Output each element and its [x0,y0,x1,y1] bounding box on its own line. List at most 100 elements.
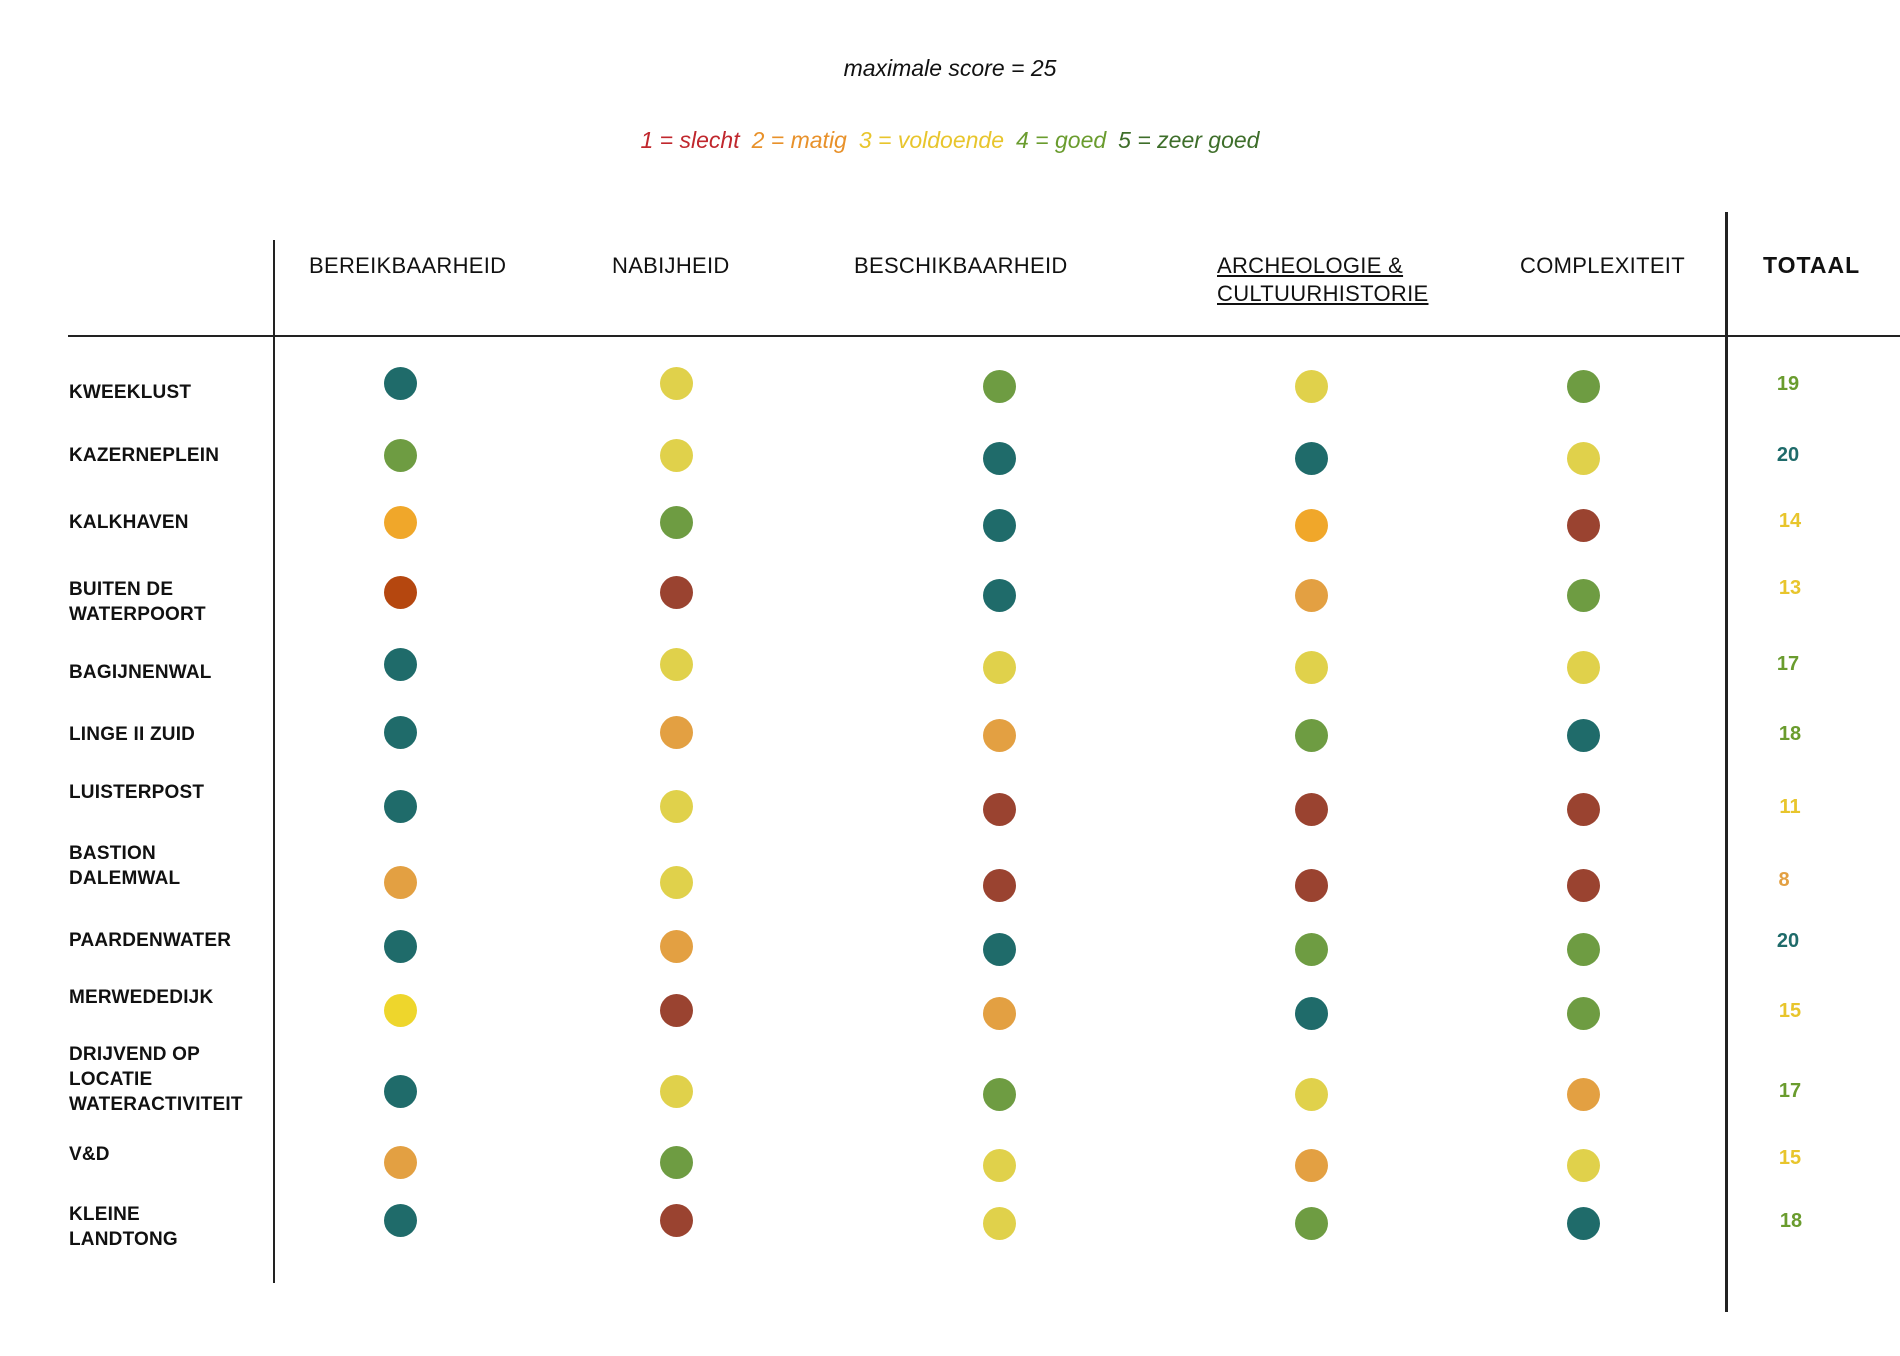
label-column-divider [273,240,275,1283]
row-total: 19 [1776,373,1800,395]
score-dot [660,1146,693,1179]
score-dot [384,506,417,539]
score-dot [1295,1207,1328,1240]
row-label: DRIJVEND OP LOCATIE WATERACTIVITEIT [69,1044,243,1115]
score-dot [384,439,417,472]
score-dot [1295,793,1328,826]
legend-item-1: 1 = slecht [640,127,740,153]
header-archeologie: ARCHEOLOGIE & CULTUURHISTORIE [1217,252,1428,308]
score-dot [384,367,417,400]
score-dot [983,509,1016,542]
score-dot [384,576,417,609]
header-archeologie-line1: ARCHEOLOGIE & [1217,253,1404,278]
row-total: 20 [1776,930,1800,952]
score-dot [1567,509,1600,542]
score-dot [983,442,1016,475]
score-dot [1567,442,1600,475]
score-dot [660,1075,693,1108]
score-dot [384,866,417,899]
row-label: LUISTERPOST [69,782,205,803]
row-total: 20 [1776,444,1800,466]
score-dot [660,866,693,899]
score-dot [1567,933,1600,966]
total-column-divider [1725,212,1728,1312]
score-dot [1567,1149,1600,1182]
row-total: 15 [1778,1147,1802,1169]
legend-item-4: 4 = goed [1016,127,1107,153]
score-dot [660,439,693,472]
row-total: 18 [1778,723,1802,745]
score-dot [983,793,1016,826]
header-nabijheid: NABIJHEID [612,253,730,278]
score-dot [1567,579,1600,612]
row-label: BASTION DALEMWAL [69,843,181,889]
legend-item-5: 5 = zeer goed [1118,127,1260,153]
score-legend: 1 = slecht 2 = matig 3 = voldoende 4 = goed… [0,127,1900,154]
score-dot [983,997,1016,1030]
score-dot [1295,370,1328,403]
score-dot [660,994,693,1027]
score-dot [660,930,693,963]
score-dot [983,933,1016,966]
score-dot [660,506,693,539]
score-dot [1295,651,1328,684]
score-dot [1567,1207,1600,1240]
score-dot [983,651,1016,684]
row-total: 18 [1779,1210,1803,1232]
score-dot [660,576,693,609]
score-dot [660,716,693,749]
score-dot [1567,997,1600,1030]
score-dot [384,648,417,681]
row-label: LINGE II ZUID [69,724,196,745]
row-total: 8 [1778,869,1790,891]
score-dot [1295,869,1328,902]
score-dot [1567,370,1600,403]
score-dot [1295,442,1328,475]
score-dot [983,869,1016,902]
row-label: KWEEKLUST [69,382,192,403]
score-dot [1567,793,1600,826]
score-dot [384,930,417,963]
header-complexiteit: COMPLEXITEIT [1520,253,1685,278]
row-total: 14 [1778,510,1802,532]
score-dot [983,1207,1016,1240]
legend-item-3: 3 = voldoende [858,127,1004,153]
score-dot [1295,579,1328,612]
score-dot [384,1204,417,1237]
legend-item-2: 2 = matig [751,127,847,153]
score-dot [384,994,417,1027]
header-bereikbaarheid: BEREIKBAARHEID [309,253,507,278]
score-dot [1567,651,1600,684]
row-total: 13 [1778,577,1802,599]
header-divider [68,335,1900,337]
score-dot [1295,509,1328,542]
score-dot [1295,933,1328,966]
row-total: 17 [1778,1080,1802,1102]
score-dot [1295,719,1328,752]
score-dot [1295,1078,1328,1111]
row-label: MERWEDEDIJK [69,987,214,1008]
row-total: 17 [1776,653,1800,675]
score-dot [660,1204,693,1237]
score-dot [384,1146,417,1179]
row-label: KALKHAVEN [69,512,189,533]
row-label: PAARDENWATER [69,930,232,951]
score-dot [1295,1149,1328,1182]
max-score-note: maximale score = 25 [843,55,1057,81]
score-dot [983,1078,1016,1111]
score-dot [983,1149,1016,1182]
score-dot [1567,1078,1600,1111]
header-beschikbaarheid: BESCHIKBAARHEID [854,253,1068,278]
header-archeologie-line2: CULTUURHISTORIE [1217,281,1429,306]
score-dot [983,370,1016,403]
score-dot [660,367,693,400]
row-label: BAGIJNENWAL [69,662,212,683]
row-total: 11 [1779,796,1801,818]
score-dot [384,790,417,823]
score-dot [384,1075,417,1108]
row-label: V&D [69,1144,110,1165]
row-label: BUITEN DE WATERPOORT [69,579,206,625]
score-dot [1567,719,1600,752]
row-label: KLEINE LANDTONG [69,1204,178,1250]
score-dot [983,719,1016,752]
